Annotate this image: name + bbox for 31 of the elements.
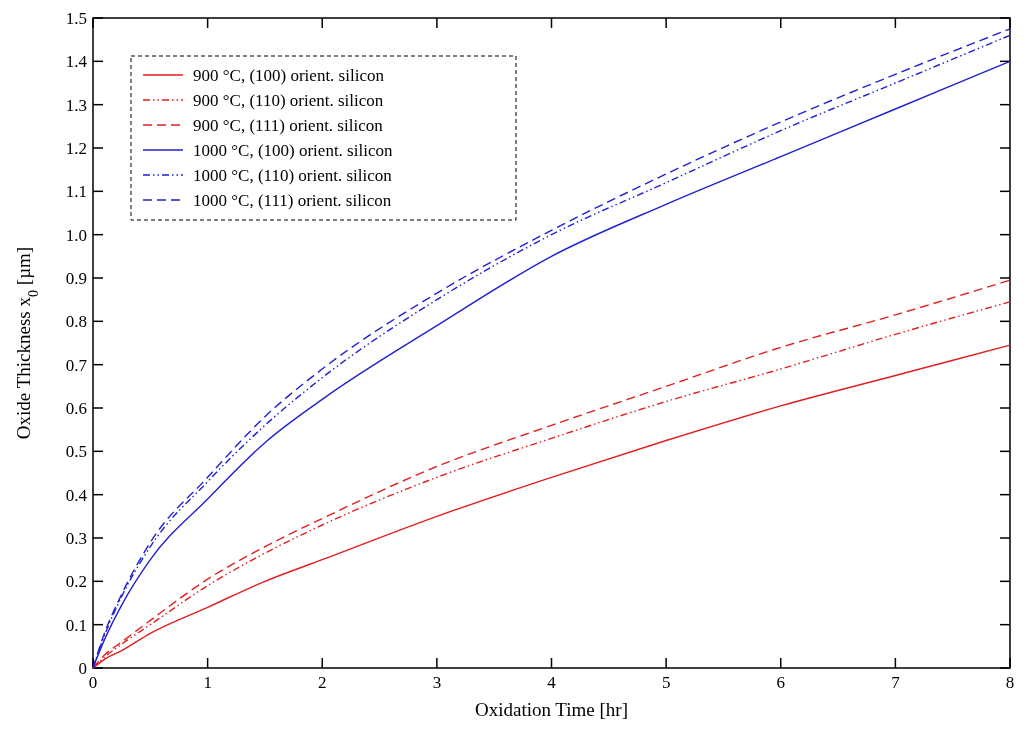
legend-label: 900 °C, (110) orient. silicon — [193, 90, 384, 110]
y-tick-label: 0.4 — [65, 485, 88, 505]
y-tick-label: 1.4 — [65, 52, 88, 72]
y-tick-label: 0.6 — [65, 398, 87, 418]
legend-label: 1000 °C, (100) orient. silicon — [193, 140, 393, 160]
y-tick-label: 0.8 — [65, 312, 87, 332]
x-tick-label: 6 — [776, 673, 785, 692]
x-tick-label: 2 — [318, 673, 327, 692]
y-tick-label: 0.9 — [65, 268, 87, 288]
x-tick-label: 7 — [891, 673, 901, 692]
y-tick-label: 0.5 — [65, 442, 87, 462]
y-tick-label: 1.5 — [65, 8, 87, 28]
legend-label: 900 °C, (111) orient. silicon — [193, 115, 384, 135]
x-tick-label: 8 — [1005, 673, 1015, 692]
y-tick-label: 0.2 — [65, 572, 87, 592]
legend-label: 1000 °C, (111) orient. silicon — [193, 190, 392, 210]
y-tick-label: 0.3 — [65, 528, 87, 548]
y-tick-label: 1.1 — [65, 182, 87, 202]
x-tick-label: 5 — [661, 673, 671, 692]
y-tick-label: 0.7 — [65, 355, 88, 375]
y-tick-label: 1.0 — [65, 225, 87, 245]
legend-label: 900 °C, (100) orient. silicon — [193, 65, 385, 85]
y-tick-label: 0 — [78, 658, 87, 678]
y-tick-label: 0.1 — [65, 615, 87, 635]
x-tick-label: 3 — [432, 673, 442, 692]
y-tick-label: 1.2 — [65, 138, 87, 158]
y-tick-label: 1.3 — [65, 95, 87, 115]
legend-label: 1000 °C, (110) orient. silicon — [193, 165, 393, 185]
x-tick-label: 4 — [547, 673, 557, 692]
x-tick-label: 1 — [203, 673, 212, 692]
x-axis-title: Oxidation Time [hr] — [474, 699, 629, 720]
